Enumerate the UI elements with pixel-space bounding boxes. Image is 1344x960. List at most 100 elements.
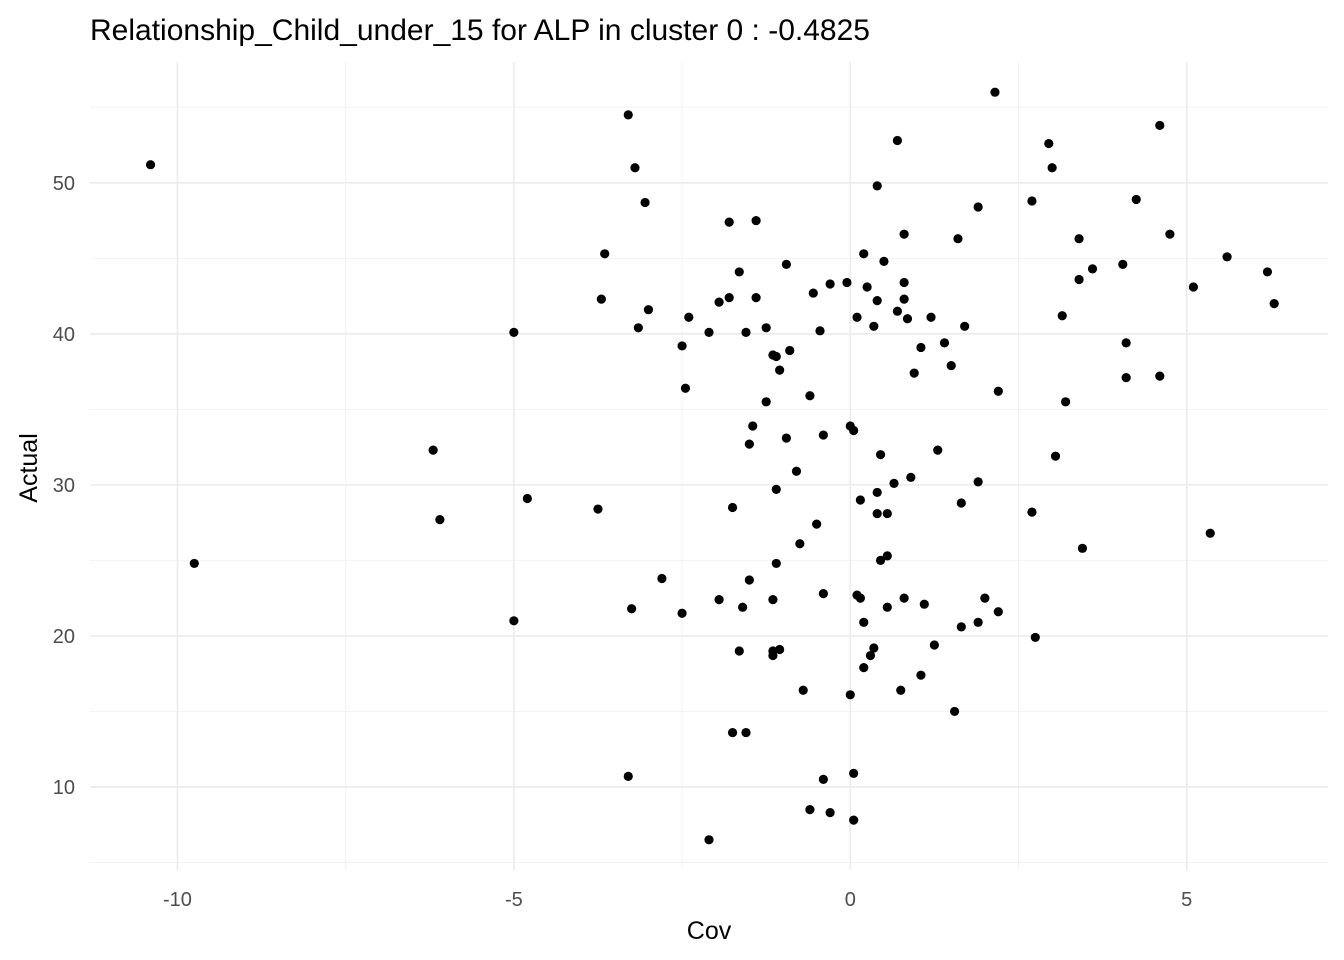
x-tick-label: 0 <box>845 889 856 911</box>
data-point <box>956 498 966 508</box>
data-point <box>714 595 724 605</box>
data-point <box>875 555 886 565</box>
data-point <box>623 110 633 120</box>
data-point <box>761 323 771 333</box>
data-point <box>643 305 654 315</box>
data-point <box>600 249 610 259</box>
data-point <box>522 493 532 504</box>
data-point <box>1131 194 1141 205</box>
data-point <box>889 478 899 488</box>
data-point <box>593 504 603 514</box>
data-point <box>909 368 919 378</box>
data-point <box>973 202 983 212</box>
data-point <box>849 425 859 436</box>
data-point <box>946 360 956 371</box>
data-point <box>899 229 909 239</box>
data-point <box>761 397 771 407</box>
data-point <box>428 445 438 455</box>
data-point <box>906 472 916 482</box>
data-point <box>862 282 872 292</box>
data-point <box>741 727 751 738</box>
x-tick-label: 5 <box>1181 889 1192 911</box>
data-point <box>1087 264 1098 274</box>
data-point <box>825 279 835 289</box>
data-point <box>630 163 640 173</box>
data-point <box>869 321 879 331</box>
y-tick-label: 50 <box>53 173 75 195</box>
data-point <box>1077 543 1088 553</box>
data-point <box>842 277 852 288</box>
data-point <box>1027 196 1037 206</box>
data-point <box>727 502 738 513</box>
data-point <box>818 589 828 599</box>
data-point <box>808 288 818 298</box>
data-point <box>1269 299 1279 309</box>
data-point <box>805 804 815 815</box>
data-points <box>145 87 1279 845</box>
data-point <box>1044 138 1054 149</box>
data-point <box>815 326 825 336</box>
data-point <box>627 604 637 614</box>
data-point <box>818 774 828 784</box>
data-point <box>872 508 882 519</box>
data-point <box>882 508 892 519</box>
x-tick-label: -10 <box>163 889 192 911</box>
data-point <box>892 306 902 316</box>
data-point <box>734 267 744 277</box>
data-point <box>902 314 913 324</box>
data-point <box>980 593 990 603</box>
data-point <box>872 487 882 498</box>
data-point <box>855 495 865 505</box>
data-point <box>677 608 687 618</box>
data-point <box>865 650 876 661</box>
data-point <box>973 477 983 487</box>
data-point <box>680 383 691 393</box>
data-point <box>1155 120 1165 131</box>
y-tick-label: 10 <box>53 777 75 799</box>
data-point <box>657 573 667 584</box>
x-tick-label: -5 <box>505 889 523 911</box>
minor-gridlines <box>90 62 1328 870</box>
data-point <box>704 327 714 337</box>
data-point <box>771 558 781 569</box>
data-point <box>993 607 1003 617</box>
data-point <box>727 727 738 738</box>
y-tick-label: 30 <box>53 475 75 497</box>
x-axis-title: Cov <box>687 917 732 945</box>
y-axis-title: Actual <box>15 433 43 502</box>
data-point <box>1121 338 1131 348</box>
data-point <box>892 135 902 146</box>
data-point <box>845 690 855 700</box>
chart-title: Relationship_Child_under_15 for ALP in c… <box>90 14 870 47</box>
data-point <box>812 519 822 529</box>
data-point <box>795 539 805 549</box>
data-point <box>640 197 650 208</box>
data-point <box>929 640 939 650</box>
data-point <box>926 312 936 322</box>
data-point <box>596 294 606 304</box>
data-point <box>771 351 781 362</box>
data-point <box>741 327 751 337</box>
data-point <box>859 249 869 259</box>
data-point <box>872 181 882 191</box>
y-tick-labels: 10 20 30 40 50 <box>53 173 75 799</box>
data-point <box>509 327 519 337</box>
data-point <box>684 312 694 322</box>
data-point <box>872 296 882 306</box>
major-gridlines <box>90 62 1328 870</box>
data-point <box>882 551 892 561</box>
data-point <box>849 815 859 825</box>
data-point <box>435 515 445 525</box>
data-point <box>882 602 892 612</box>
data-point <box>896 685 906 695</box>
data-point <box>939 338 950 348</box>
data-point <box>744 575 754 585</box>
data-point <box>855 593 865 603</box>
data-point <box>993 386 1003 396</box>
data-point <box>916 342 926 353</box>
data-point <box>919 599 929 609</box>
data-point <box>949 706 960 717</box>
data-point <box>879 256 889 266</box>
data-point <box>1155 371 1165 381</box>
